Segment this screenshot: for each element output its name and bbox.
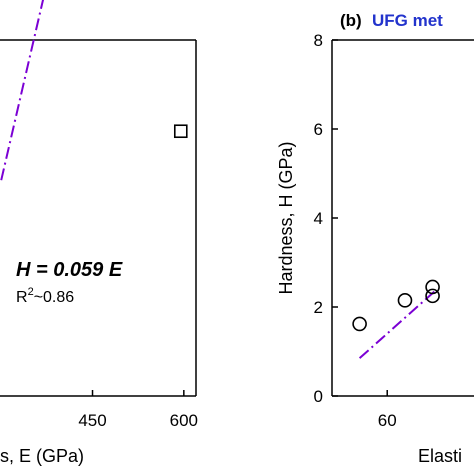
right-y-tick-label: 4	[314, 209, 323, 228]
right-y-ticks: 0 2 4 6 8	[314, 31, 338, 406]
left-fit-equation: H = 0.059 E	[16, 259, 123, 281]
right-y-tick-label: 6	[314, 120, 323, 139]
right-panel-title: UFG met	[372, 11, 443, 30]
right-panel: 0 2 4 6 8 60 (b) UFG met Hardness, H (GPa) E…	[276, 11, 474, 466]
right-panel-label: (b)	[340, 11, 362, 30]
right-data-point	[425, 288, 440, 304]
left-data-points	[173, 124, 188, 139]
left-panel: 450 600 H = 0.059 E R2~0.86 s, E (GPa)	[0, 0, 198, 466]
right-x-axis-label: Elasti	[418, 446, 462, 466]
left-x-tick-label: 600	[170, 411, 198, 430]
right-data-point	[352, 316, 367, 332]
right-data-point	[397, 293, 413, 308]
right-y-tick-label: 2	[314, 298, 323, 317]
left-x-axis-label: s, E (GPa)	[0, 446, 84, 466]
right-y-tick-label: 0	[314, 387, 323, 406]
left-x-ticks: 450 600	[78, 390, 198, 430]
left-r2-annotation: R2~0.86	[16, 286, 74, 306]
right-fit-line	[358, 290, 436, 359]
right-x-ticks: 60	[378, 390, 397, 430]
left-x-tick-label: 450	[78, 411, 106, 430]
right-y-axis-label: Hardness, H (GPa)	[276, 141, 296, 294]
right-data-points	[352, 279, 440, 332]
right-data-point	[425, 279, 440, 295]
right-y-tick-label: 8	[314, 31, 323, 50]
right-x-tick-label: 60	[378, 411, 397, 430]
left-data-point	[173, 124, 188, 139]
left-fit-line	[0, 0, 45, 181]
